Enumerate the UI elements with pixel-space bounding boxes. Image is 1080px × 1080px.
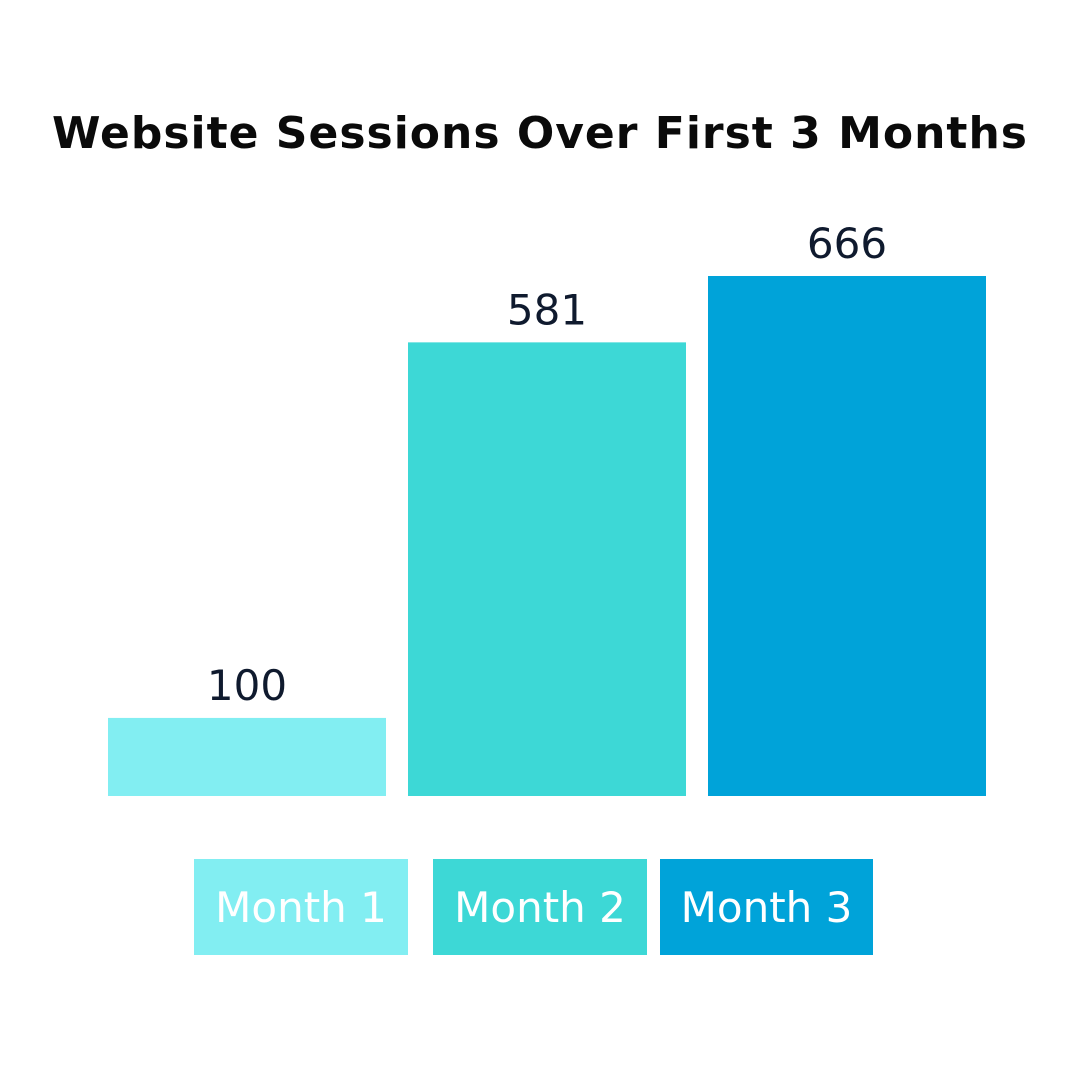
legend-label: Month 2 — [454, 882, 626, 932]
bar-month-3 — [708, 276, 986, 796]
chart-title: Website Sessions Over First 3 Months — [52, 108, 1028, 159]
legend-item-month-1: Month 1 — [194, 859, 408, 955]
bar-month-1 — [108, 717, 386, 796]
legend-item-month-2: Month 2 — [433, 859, 647, 955]
data-label: 100 — [207, 661, 287, 710]
legend-label: Month 1 — [215, 882, 387, 932]
bar-month-2 — [408, 342, 686, 796]
legend-item-month-3: Month 3 — [660, 859, 873, 955]
data-label: 581 — [507, 285, 587, 334]
legend-label: Month 3 — [680, 882, 853, 932]
data-label: 666 — [807, 219, 887, 268]
